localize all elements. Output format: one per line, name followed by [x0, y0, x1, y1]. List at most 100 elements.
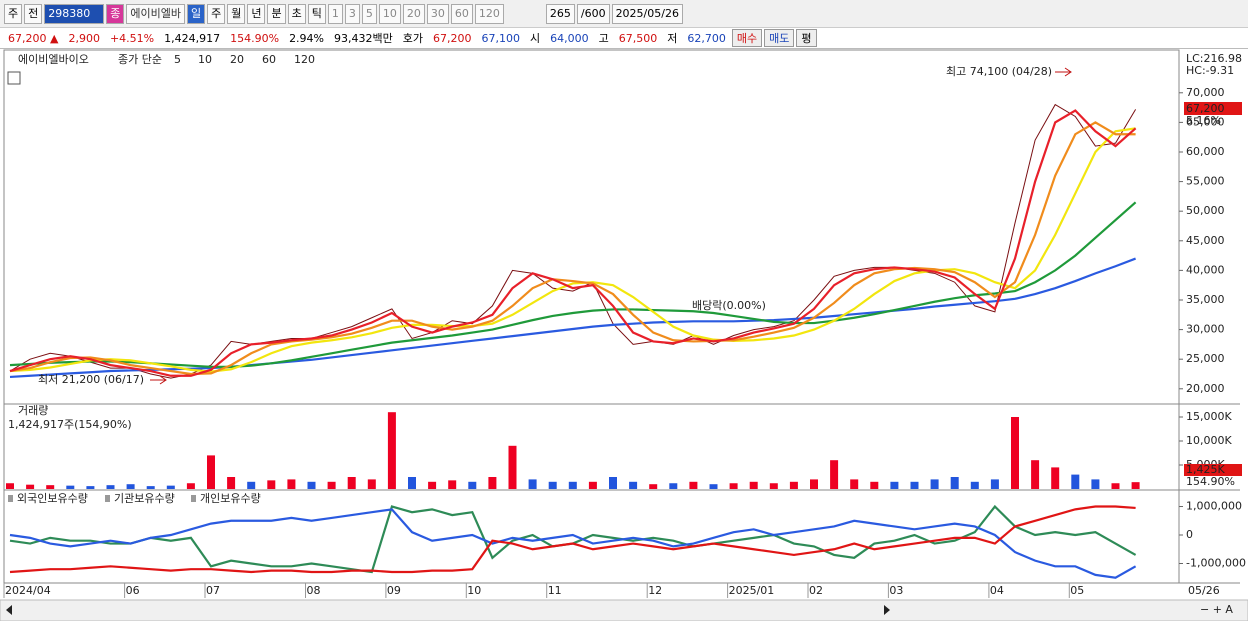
toolbar-item[interactable]: 주 [4, 3, 23, 24]
volume-bar [1051, 467, 1060, 489]
quote-item: 62,700 [687, 31, 726, 45]
toolbar-item[interactable]: 265 [545, 3, 575, 24]
toolbar-item[interactable]: 분 [267, 3, 286, 24]
volume-bar [428, 481, 437, 489]
x-tick-label: 2024/04 [5, 584, 51, 597]
toolbar-item[interactable]: 틱 [307, 3, 326, 24]
y-tick-label: 15,000K [1186, 410, 1232, 423]
chart-subtitle: 1,424,917주(154,90%) [8, 418, 132, 431]
series-line [9, 109, 1137, 377]
volume-bar [729, 483, 738, 489]
toolbar-item[interactable]: 30 [426, 3, 449, 24]
volume-bar [1011, 417, 1019, 489]
x-tick-label: 12 [648, 584, 662, 597]
volume-bar [287, 479, 296, 489]
quote-item: +4.51% [109, 31, 155, 45]
series-line [9, 505, 1136, 574]
toolbar-item[interactable]: 298380 [44, 3, 105, 24]
volume-bar [126, 484, 135, 489]
volume-bar [910, 481, 919, 489]
x-tick-label: 10 [467, 584, 481, 597]
volume-bar [468, 481, 477, 489]
series-line [9, 508, 1137, 579]
quote-item: 호가 [402, 32, 423, 45]
quote-item: 고 [598, 32, 609, 45]
legend-swatch [191, 495, 196, 502]
legend-item: 5 [174, 53, 181, 66]
toolbar-item[interactable]: 에이비엘바 [126, 3, 185, 24]
volume-bar [106, 485, 115, 489]
x-tick-label: 03 [889, 584, 903, 597]
legend-item: 120 [294, 53, 315, 66]
volume-bar [347, 477, 356, 489]
toolbar-item[interactable]: 20 [402, 3, 425, 24]
volume-bar [930, 479, 939, 489]
toolbar: 주 전 298380 종 에이비엘바 일 주 월 년 분 초 틱 1 3 5 10 20 30 60 120 265/6… [0, 0, 1248, 28]
toolbar-item[interactable]: 월 [227, 3, 246, 24]
toolbar-item[interactable]: 초 [287, 3, 306, 24]
volume-bar [146, 486, 155, 489]
volume-bar [86, 486, 95, 489]
volume-bar [387, 412, 396, 489]
toolbar-item[interactable]: 일 [186, 3, 206, 24]
quote-item[interactable]: 평 [796, 29, 817, 47]
x-tick-label: 09 [387, 584, 401, 597]
toolbar-item[interactable]: 년 [247, 3, 266, 24]
quote-item: 시 [530, 32, 541, 45]
quote-item: 67,100 [481, 31, 521, 45]
toolbar-item[interactable]: /600 [576, 3, 610, 24]
toolbar-item[interactable]: 3 [344, 3, 360, 24]
y-tick-label: 50,000 [1186, 204, 1225, 217]
legend-item: 외국인보유수량 [17, 492, 88, 505]
annotation: 최고 74,100 (04/28) [946, 65, 1052, 78]
quote-item[interactable]: 매도 [764, 29, 795, 47]
toolbar-item[interactable]: 120 [474, 3, 504, 24]
toolbar-item[interactable]: 5 [361, 3, 377, 24]
quote-item: 2,900 [68, 31, 100, 45]
quote-item: 2.94% [289, 31, 325, 45]
volume-bar [448, 480, 457, 489]
toolbar-item[interactable]: 60 [450, 3, 473, 24]
volume-bar [629, 481, 638, 489]
toolbar-item[interactable]: 2025/05/26 [611, 3, 683, 24]
volume-bar [669, 483, 678, 489]
volume-bar [588, 481, 597, 489]
volume-bar [749, 481, 758, 489]
volume-bar [6, 483, 14, 489]
y-tick-label: 20,000 [1186, 382, 1225, 395]
toolbar-item[interactable]: 주 [207, 3, 226, 24]
volume-bar [950, 477, 959, 489]
volume-bar [990, 479, 999, 489]
volume-bar [810, 479, 818, 489]
quote-item: 저 [667, 32, 678, 45]
y-tick-label: -1,000,000 [1186, 556, 1246, 569]
scroll-bar[interactable] [0, 599, 1248, 621]
quote-item[interactable]: 매수 [731, 29, 763, 47]
toolbar-item[interactable]: 1 [327, 3, 343, 24]
volume-bar [769, 483, 778, 489]
volume-bar [227, 477, 236, 489]
y-tick-label: 55,000 [1186, 175, 1225, 188]
quote-item: 64,000 [550, 31, 589, 45]
panel-icon[interactable] [7, 71, 21, 85]
x-tick-label: 05 [1070, 584, 1084, 597]
y-tick-label: 30,000 [1186, 323, 1225, 336]
toolbar-item[interactable]: 전 [24, 3, 43, 24]
volume-bar [408, 477, 416, 489]
volume-bar [789, 481, 798, 489]
toolbar-item[interactable]: 종 [106, 3, 125, 24]
series-line [9, 201, 1137, 368]
toolbar-item[interactable]: 10 [378, 3, 401, 24]
quote-item: 154.90% [230, 31, 280, 45]
volume-bar [970, 481, 979, 489]
quote-item: 1,424,917 [164, 31, 221, 45]
volume-bar [166, 485, 175, 489]
quote-item: 93,432백만 [334, 32, 393, 45]
volume-bar [267, 480, 276, 489]
legend-item: 기관보유수량 [114, 492, 175, 505]
y-tick-label: 1,000,000 [1186, 500, 1242, 513]
volume-bar [1091, 479, 1100, 489]
x-tick-label: 07 [206, 584, 220, 597]
zoom-controls[interactable]: − + A [1200, 603, 1233, 616]
